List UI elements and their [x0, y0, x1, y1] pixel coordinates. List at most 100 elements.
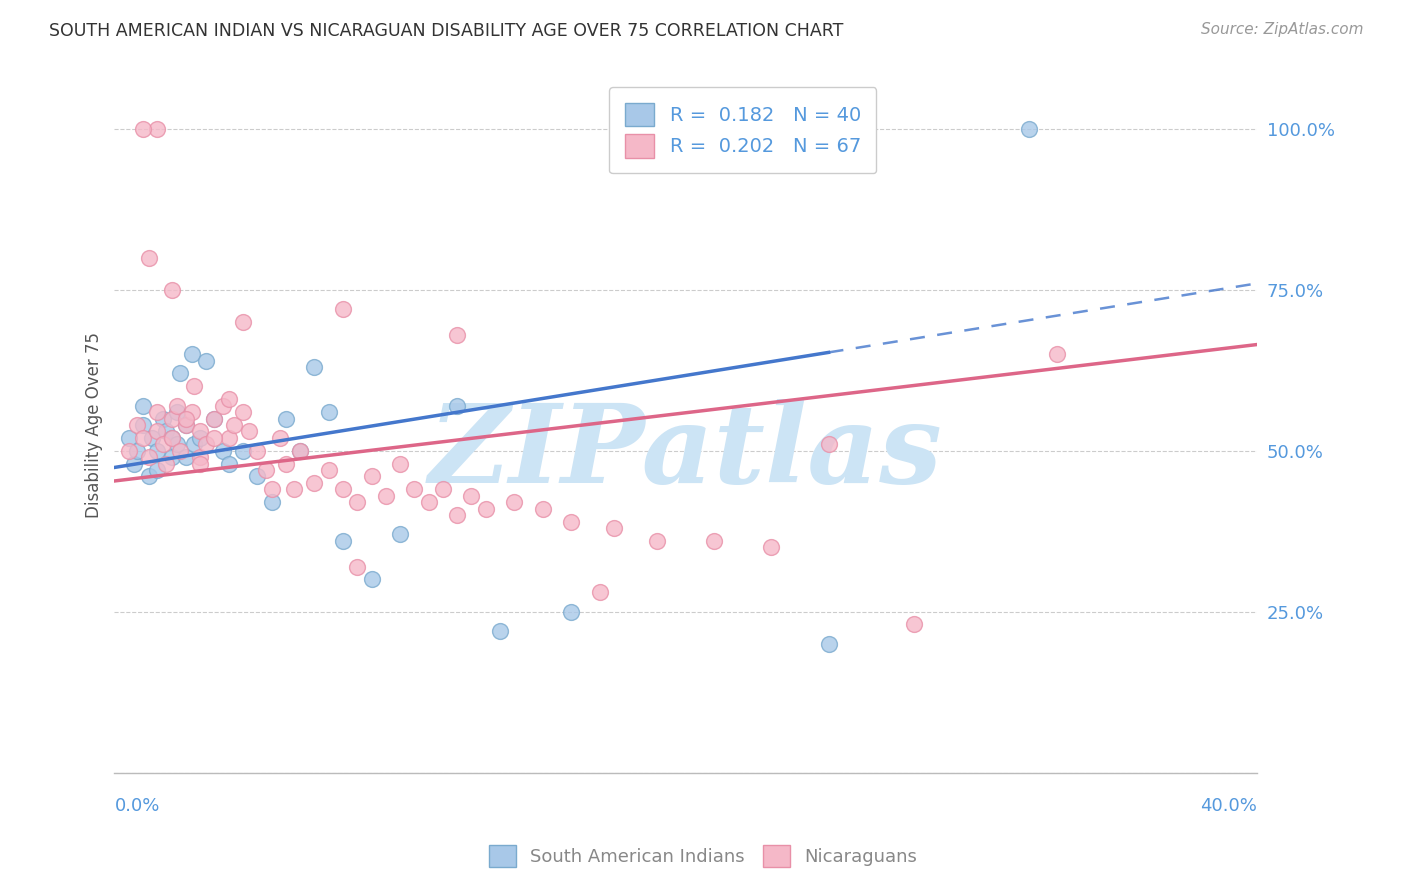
Point — [232, 315, 254, 329]
Point — [202, 411, 225, 425]
Point — [155, 425, 177, 439]
Point — [160, 431, 183, 445]
Point — [332, 483, 354, 497]
Point — [224, 417, 246, 432]
Point — [274, 457, 297, 471]
Point — [174, 450, 197, 465]
Point — [703, 533, 725, 548]
Point — [188, 425, 211, 439]
Point — [174, 417, 197, 432]
Point — [260, 483, 283, 497]
Point — [152, 411, 174, 425]
Point — [146, 425, 169, 439]
Point — [304, 359, 326, 374]
Point — [274, 411, 297, 425]
Point — [138, 251, 160, 265]
Point — [202, 411, 225, 425]
Point — [446, 399, 468, 413]
Point — [474, 501, 496, 516]
Point — [146, 122, 169, 136]
Point — [283, 483, 305, 497]
Point — [127, 443, 149, 458]
Point — [212, 399, 235, 413]
Point — [188, 431, 211, 445]
Point — [903, 617, 925, 632]
Text: SOUTH AMERICAN INDIAN VS NICARAGUAN DISABILITY AGE OVER 75 CORRELATION CHART: SOUTH AMERICAN INDIAN VS NICARAGUAN DISA… — [49, 22, 844, 40]
Point — [138, 450, 160, 465]
Point — [560, 515, 582, 529]
Point — [246, 443, 269, 458]
Point — [180, 347, 202, 361]
Point — [169, 367, 191, 381]
Point — [389, 527, 412, 541]
Point — [238, 425, 260, 439]
Point — [212, 443, 235, 458]
Point — [132, 417, 155, 432]
Text: 0.0%: 0.0% — [114, 797, 160, 815]
Point — [254, 463, 277, 477]
Point — [360, 573, 382, 587]
Point — [232, 405, 254, 419]
Point — [188, 450, 211, 465]
Point — [132, 399, 155, 413]
Point — [155, 457, 177, 471]
Legend: South American Indians, Nicaraguans: South American Indians, Nicaraguans — [479, 836, 927, 876]
Point — [166, 399, 188, 413]
Point — [269, 431, 291, 445]
Point — [132, 122, 155, 136]
Point — [166, 405, 188, 419]
Point — [332, 533, 354, 548]
Point — [174, 411, 197, 425]
Point — [218, 431, 240, 445]
Point — [160, 450, 183, 465]
Point — [1018, 122, 1040, 136]
Point — [446, 327, 468, 342]
Point — [817, 637, 839, 651]
Point — [246, 469, 269, 483]
Point — [446, 508, 468, 522]
Text: 40.0%: 40.0% — [1201, 797, 1257, 815]
Point — [460, 489, 482, 503]
Point — [232, 443, 254, 458]
Point — [169, 443, 191, 458]
Point — [304, 475, 326, 490]
Point — [489, 624, 512, 638]
Point — [288, 443, 311, 458]
Point — [360, 469, 382, 483]
Point — [183, 379, 205, 393]
Point — [645, 533, 668, 548]
Point — [346, 559, 368, 574]
Point — [152, 437, 174, 451]
Point — [174, 417, 197, 432]
Point — [194, 437, 217, 451]
Point — [374, 489, 396, 503]
Point — [218, 392, 240, 407]
Point — [141, 431, 163, 445]
Point — [146, 443, 169, 458]
Point — [146, 405, 169, 419]
Point — [389, 457, 412, 471]
Point — [194, 353, 217, 368]
Point — [180, 405, 202, 419]
Point — [160, 283, 183, 297]
Point — [146, 463, 169, 477]
Point — [603, 521, 626, 535]
Point — [589, 585, 612, 599]
Point — [332, 302, 354, 317]
Point — [432, 483, 454, 497]
Point — [503, 495, 526, 509]
Point — [166, 437, 188, 451]
Text: ZIPatlas: ZIPatlas — [429, 399, 942, 507]
Point — [124, 457, 146, 471]
Point — [346, 495, 368, 509]
Point — [183, 437, 205, 451]
Point — [188, 457, 211, 471]
Point — [202, 431, 225, 445]
Point — [127, 417, 149, 432]
Point — [118, 443, 141, 458]
Point — [160, 411, 183, 425]
Point — [218, 457, 240, 471]
Point — [1046, 347, 1069, 361]
Point — [404, 483, 426, 497]
Point — [817, 437, 839, 451]
